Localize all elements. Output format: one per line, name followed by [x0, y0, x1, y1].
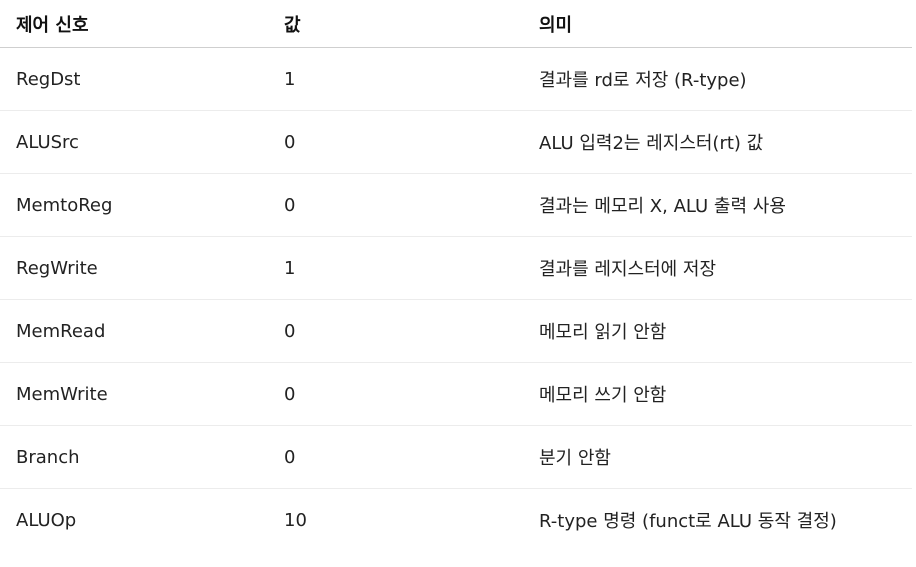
table-header-row: 제어 신호 값 의미 — [0, 0, 912, 48]
table-row: Branch 0 분기 안함 — [0, 425, 912, 489]
table-row: RegDst 1 결과를 rd로 저장 (R-type) — [0, 47, 912, 111]
value-cell: 0 — [268, 110, 523, 174]
table-row: RegWrite 1 결과를 레지스터에 저장 — [0, 236, 912, 300]
table-row: MemRead 0 메모리 읽기 안함 — [0, 299, 912, 363]
meaning-cell: 결과는 메모리 X, ALU 출력 사용 — [523, 173, 912, 237]
meaning-cell: 분기 안함 — [523, 425, 912, 489]
table-row: ALUOp 10 R-type 명령 (funct로 ALU 동작 결정) — [0, 489, 912, 552]
signal-cell: RegWrite — [0, 236, 268, 300]
value-cell: 0 — [268, 299, 523, 363]
table-row: MemWrite 0 메모리 쓰기 안함 — [0, 362, 912, 426]
meaning-cell: 메모리 읽기 안함 — [523, 299, 912, 363]
meaning-cell: 메모리 쓰기 안함 — [523, 362, 912, 426]
value-cell: 0 — [268, 173, 523, 237]
control-signal-table: 제어 신호 값 의미 RegDst 1 결과를 rd로 저장 (R-type) … — [0, 0, 912, 552]
header-control-signal: 제어 신호 — [0, 0, 268, 48]
header-meaning: 의미 — [523, 0, 912, 48]
signal-cell: MemtoReg — [0, 173, 268, 237]
table-row: ALUSrc 0 ALU 입력2는 레지스터(rt) 값 — [0, 110, 912, 174]
value-cell: 0 — [268, 362, 523, 426]
value-cell: 1 — [268, 47, 523, 111]
signal-cell: MemWrite — [0, 362, 268, 426]
table-body: RegDst 1 결과를 rd로 저장 (R-type) ALUSrc 0 AL… — [0, 47, 912, 552]
signal-cell: Branch — [0, 425, 268, 489]
meaning-cell: ALU 입력2는 레지스터(rt) 값 — [523, 110, 912, 174]
value-cell: 10 — [284, 509, 307, 531]
value-cell: 1 — [268, 236, 523, 300]
table-row: MemtoReg 0 결과는 메모리 X, ALU 출력 사용 — [0, 173, 912, 237]
signal-cell: MemRead — [0, 299, 268, 363]
meaning-cell: 결과를 레지스터에 저장 — [523, 236, 912, 300]
value-cell: 0 — [268, 425, 523, 489]
signal-cell: RegDst — [0, 47, 268, 111]
meaning-cell: 결과를 rd로 저장 (R-type) — [523, 47, 912, 111]
meaning-cell: R-type 명령 (funct로 ALU 동작 결정) — [539, 511, 837, 532]
signal-cell: ALUOp — [16, 509, 77, 531]
signal-cell: ALUSrc — [0, 110, 268, 174]
header-value: 값 — [268, 0, 523, 48]
table-header: 제어 신호 값 의미 — [0, 0, 912, 48]
